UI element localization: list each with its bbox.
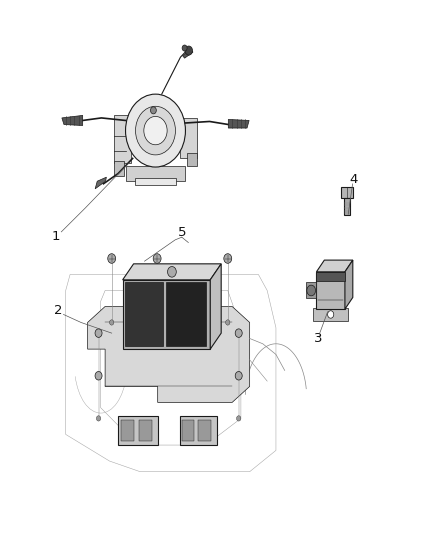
Circle shape	[155, 320, 159, 325]
Polygon shape	[210, 264, 221, 349]
FancyBboxPatch shape	[139, 420, 152, 441]
Polygon shape	[62, 116, 83, 126]
FancyBboxPatch shape	[344, 198, 350, 215]
Polygon shape	[183, 50, 193, 58]
FancyBboxPatch shape	[316, 272, 345, 281]
Circle shape	[108, 254, 116, 263]
Circle shape	[224, 254, 232, 263]
Text: 4: 4	[350, 173, 358, 186]
Polygon shape	[316, 260, 353, 272]
Circle shape	[110, 320, 114, 325]
Circle shape	[151, 107, 156, 114]
FancyBboxPatch shape	[180, 416, 217, 445]
Circle shape	[328, 311, 334, 318]
Text: 5: 5	[177, 227, 186, 239]
Circle shape	[307, 285, 315, 296]
Circle shape	[135, 106, 176, 155]
FancyBboxPatch shape	[166, 282, 206, 346]
Text: 3: 3	[314, 332, 322, 345]
Circle shape	[96, 416, 101, 421]
FancyBboxPatch shape	[180, 118, 197, 158]
FancyBboxPatch shape	[316, 272, 345, 309]
FancyBboxPatch shape	[114, 115, 131, 164]
Circle shape	[182, 45, 187, 51]
FancyBboxPatch shape	[313, 308, 348, 321]
FancyBboxPatch shape	[187, 154, 197, 166]
Polygon shape	[95, 177, 106, 189]
FancyBboxPatch shape	[123, 280, 210, 349]
FancyBboxPatch shape	[126, 166, 184, 181]
Circle shape	[235, 372, 242, 380]
FancyBboxPatch shape	[114, 161, 124, 176]
FancyBboxPatch shape	[121, 420, 134, 441]
FancyBboxPatch shape	[118, 416, 158, 445]
Circle shape	[95, 329, 102, 337]
Circle shape	[168, 266, 176, 277]
Polygon shape	[345, 260, 353, 309]
Text: 2: 2	[54, 304, 63, 317]
Circle shape	[126, 94, 185, 167]
Circle shape	[237, 416, 241, 421]
Circle shape	[185, 46, 193, 55]
Circle shape	[153, 254, 161, 263]
FancyBboxPatch shape	[125, 282, 163, 346]
Polygon shape	[88, 306, 250, 402]
Circle shape	[95, 372, 102, 380]
Circle shape	[96, 373, 101, 378]
Circle shape	[144, 116, 167, 145]
Polygon shape	[123, 264, 221, 280]
FancyBboxPatch shape	[182, 420, 194, 441]
FancyBboxPatch shape	[135, 177, 176, 185]
FancyBboxPatch shape	[198, 420, 211, 441]
FancyBboxPatch shape	[341, 187, 353, 198]
Circle shape	[237, 373, 241, 378]
Polygon shape	[305, 282, 316, 298]
Circle shape	[235, 329, 242, 337]
Text: 1: 1	[52, 230, 60, 243]
Circle shape	[226, 320, 230, 325]
Polygon shape	[228, 119, 249, 128]
